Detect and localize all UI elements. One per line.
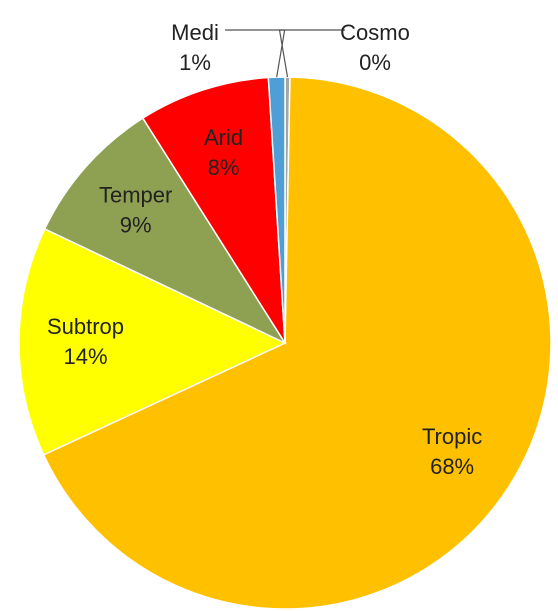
pie-slice xyxy=(141,76,286,344)
value-label: 9% xyxy=(120,213,152,238)
value-label: 0% xyxy=(359,50,391,75)
leader-line xyxy=(225,29,286,78)
leader-line xyxy=(278,29,345,78)
value-label: 8% xyxy=(208,155,240,180)
pie-slice xyxy=(42,76,552,610)
data-label: Temper 9% xyxy=(99,183,172,238)
pie-slice xyxy=(18,227,287,456)
category-label: Temper xyxy=(99,183,172,208)
data-label: Cosmo 0% xyxy=(340,20,410,75)
value-label: 1% xyxy=(179,50,211,75)
category-label: Subtrop xyxy=(47,314,124,339)
data-label: Arid 8% xyxy=(204,125,243,180)
category-label: Arid xyxy=(204,125,243,150)
value-label: 14% xyxy=(63,344,107,369)
category-label: Medi xyxy=(171,20,219,45)
data-label: Tropic 68% xyxy=(422,424,482,479)
pie-slice xyxy=(43,117,288,345)
category-label: Cosmo xyxy=(340,20,410,45)
data-label: Medi 1% xyxy=(171,20,219,75)
value-label: 68% xyxy=(430,454,474,479)
data-label: Subtrop 14% xyxy=(47,314,124,369)
category-label: Tropic xyxy=(422,424,482,449)
